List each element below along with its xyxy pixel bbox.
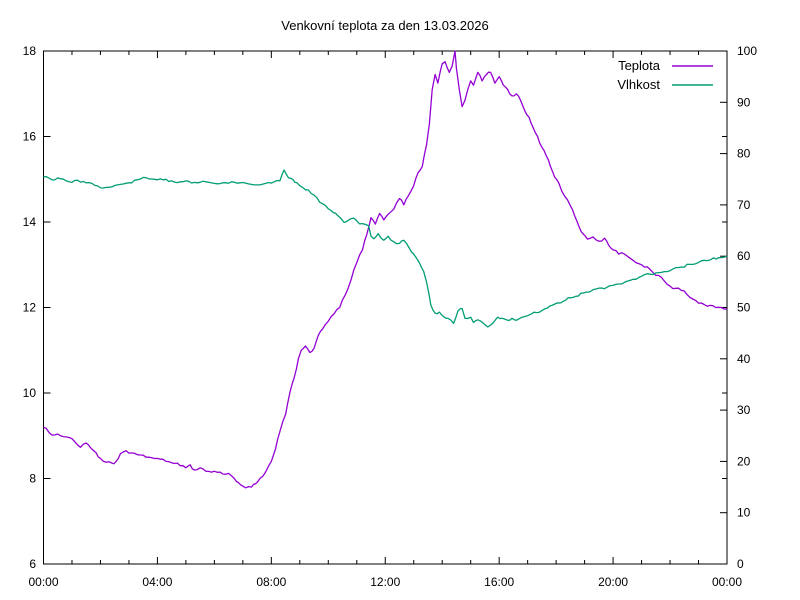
- chart-title: Venkovní teplota za den 13.03.2026: [281, 18, 488, 33]
- x-tick-label: 04:00: [142, 575, 172, 589]
- legend-label-teplota: Teplota: [618, 58, 661, 73]
- vlhkost-series-line: [43, 169, 728, 328]
- plot-border: [43, 50, 728, 565]
- y-right-tick-label: 20: [737, 454, 751, 468]
- y-right-tick-label: 80: [737, 147, 751, 161]
- legend-label-vlhkost: Vlhkost: [617, 77, 660, 92]
- y-left-tick-label: 16: [23, 130, 37, 144]
- y-right-tick-label: 100: [737, 44, 757, 58]
- y-left-tick-label: 10: [23, 386, 37, 400]
- y-right-tick-label: 10: [737, 506, 751, 520]
- y-left-tick-label: 6: [29, 557, 36, 571]
- y-right-tick-label: 0: [737, 557, 744, 571]
- y-right-tick-label: 40: [737, 352, 751, 366]
- x-tick-label: 00:00: [28, 575, 58, 589]
- teplota-series-line: [43, 50, 728, 489]
- plot-area: 00:00 04:00 08:00 12:00 16:00 20:00 00:00 6 8 10 1…: [23, 44, 758, 589]
- y-right-tick-label: 30: [737, 403, 751, 417]
- y-right-tick-label: 70: [737, 198, 751, 212]
- x-tick-label: 12:00: [370, 575, 400, 589]
- y-left-tick-label: 14: [23, 215, 37, 229]
- x-tick-label: 16:00: [484, 575, 514, 589]
- y-right-tick-label: 50: [737, 301, 751, 315]
- y-left-tick-label: 8: [29, 472, 36, 486]
- y-right-tick-label: 90: [737, 95, 751, 109]
- x-tick-label: 00:00: [712, 575, 742, 589]
- x-tick-label: 20:00: [598, 575, 628, 589]
- x-tick-label: 08:00: [256, 575, 286, 589]
- y-left-tick-label: 12: [23, 301, 37, 315]
- y-right-tick-label: 60: [737, 249, 751, 263]
- legend: Teplota Vlhkost: [617, 58, 713, 92]
- y-left-tick-label: 18: [23, 44, 37, 58]
